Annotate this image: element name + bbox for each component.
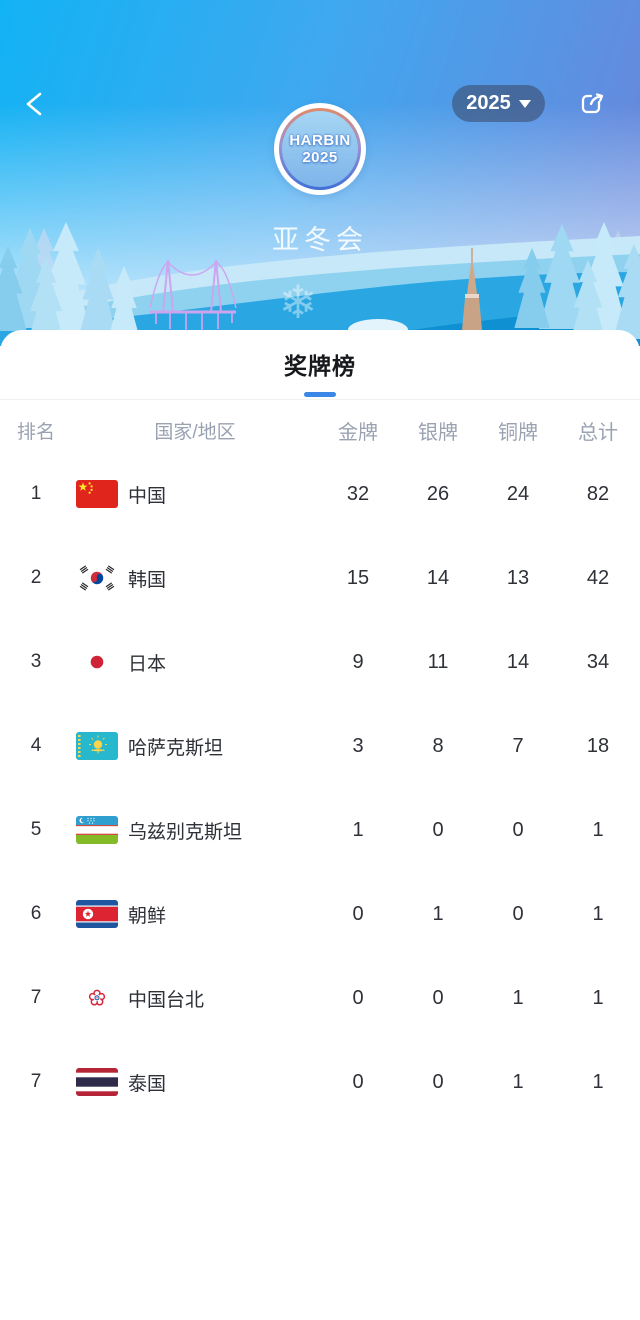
medal-board-card: 奖牌榜 排名 国家/地区 金牌 银牌 铜牌 总计 1 中国 32 26 24 8… xyxy=(0,330,640,1320)
gold-count: 32 xyxy=(346,482,370,505)
table-row[interactable]: 2 韩国 xyxy=(0,536,640,620)
bronze-count: 1 xyxy=(512,986,524,1009)
bronze-count: 14 xyxy=(506,650,530,673)
share-button[interactable] xyxy=(574,85,612,121)
logo-line1: HARBIN xyxy=(289,131,351,149)
gold-count: 3 xyxy=(352,734,364,757)
medal-board-title: 奖牌榜 xyxy=(284,353,356,379)
active-tab-indicator xyxy=(304,392,336,397)
bronze-count: 7 xyxy=(512,734,524,757)
table-row[interactable]: 7 泰国 0 0 1 1 xyxy=(0,1040,640,1124)
flag-south-korea-icon xyxy=(76,564,118,592)
country-name: 韩国 xyxy=(128,569,167,591)
silver-count: 14 xyxy=(426,566,450,589)
silver-count: 11 xyxy=(427,650,449,673)
chevron-down-icon xyxy=(518,99,531,108)
table-header-row: 排名 国家/地区 金牌 银牌 铜牌 总计 xyxy=(0,408,640,452)
col-country-label: 国家/地区 xyxy=(154,421,236,443)
bronze-count: 0 xyxy=(512,818,524,841)
share-icon xyxy=(581,93,604,114)
bronze-count: 13 xyxy=(506,566,530,589)
back-button[interactable] xyxy=(16,84,56,124)
gold-count: 1 xyxy=(352,818,364,841)
rank-value: 7 xyxy=(30,987,42,1008)
flag-japan-icon xyxy=(76,648,118,676)
rank-value: 3 xyxy=(30,651,42,672)
gold-count: 0 xyxy=(352,1070,364,1093)
rank-value: 4 xyxy=(30,735,42,756)
chevron-left-icon xyxy=(26,92,42,116)
country-name: 日本 xyxy=(128,653,167,675)
flag-china-icon xyxy=(76,480,118,508)
rank-value: 7 xyxy=(30,1071,42,1092)
col-total-label: 总计 xyxy=(578,421,618,444)
country-name: 哈萨克斯坦 xyxy=(128,737,224,759)
silver-count: 0 xyxy=(432,1070,444,1093)
table-row[interactable]: 3 日本 9 11 14 34 xyxy=(0,620,640,704)
silver-count: 0 xyxy=(432,818,444,841)
flag-north-korea-icon xyxy=(76,900,118,928)
page-title: 亚冬会 xyxy=(272,225,368,255)
country-name: 乌兹别克斯坦 xyxy=(128,821,243,843)
rank-value: 6 xyxy=(30,903,42,924)
table-row[interactable]: 4 哈萨克斯坦 3 8 7 18 xyxy=(0,704,640,788)
country-name: 中国台北 xyxy=(128,989,205,1011)
table-row[interactable]: 7 中国台北 0 0 1 1 xyxy=(0,956,640,1040)
silver-count: 1 xyxy=(432,902,444,925)
col-rank-label: 排名 xyxy=(16,421,55,443)
games-logo: HARBIN 2025 xyxy=(274,103,366,195)
bronze-count: 24 xyxy=(506,482,530,505)
flag-thailand-icon xyxy=(76,1068,118,1096)
total-count: 42 xyxy=(586,566,610,589)
gold-count: 0 xyxy=(352,902,364,925)
gold-count: 0 xyxy=(352,986,364,1009)
silver-count: 26 xyxy=(426,482,450,505)
rank-value: 5 xyxy=(30,819,42,840)
col-bronze-label: 铜牌 xyxy=(498,421,538,444)
flag-uzbekistan-icon xyxy=(76,816,118,844)
total-count: 1 xyxy=(592,818,604,841)
bronze-count: 1 xyxy=(512,1070,524,1093)
table-row[interactable]: 6 朝鲜 0 1 0 1 xyxy=(0,872,640,956)
total-count: 34 xyxy=(586,650,610,673)
country-name: 中国 xyxy=(128,485,167,507)
gold-count: 9 xyxy=(352,650,364,673)
total-count: 1 xyxy=(592,986,604,1009)
rank-value: 2 xyxy=(30,567,42,588)
table-row[interactable]: 5 乌兹别克斯坦 1 0 0 1 xyxy=(0,788,640,872)
hero-banner: ❄ 2025 xyxy=(0,0,640,346)
flag-chinese-taipei-icon xyxy=(76,984,118,1012)
year-selector-label: 2025 xyxy=(466,92,511,114)
total-count: 82 xyxy=(586,482,610,505)
tower-illustration xyxy=(462,248,482,330)
snowflake-icon: ❄ xyxy=(279,276,318,328)
total-count: 1 xyxy=(592,1070,604,1093)
table-row[interactable]: 1 中国 32 26 24 82 xyxy=(0,452,640,536)
total-count: 1 xyxy=(592,902,604,925)
flag-kazakhstan-icon xyxy=(76,732,118,760)
country-name: 朝鲜 xyxy=(128,905,167,927)
bridge-illustration xyxy=(149,259,237,332)
bronze-count: 0 xyxy=(512,902,524,925)
col-silver-label: 银牌 xyxy=(418,421,458,444)
col-gold-label: 金牌 xyxy=(338,421,378,444)
gold-count: 15 xyxy=(346,566,370,589)
rank-value: 1 xyxy=(30,483,42,504)
year-selector[interactable]: 2025 xyxy=(452,85,545,122)
country-name: 泰国 xyxy=(128,1073,167,1095)
silver-count: 0 xyxy=(432,986,444,1009)
silver-count: 8 xyxy=(432,734,444,757)
total-count: 18 xyxy=(586,734,610,757)
logo-line2: 2025 xyxy=(302,149,338,166)
